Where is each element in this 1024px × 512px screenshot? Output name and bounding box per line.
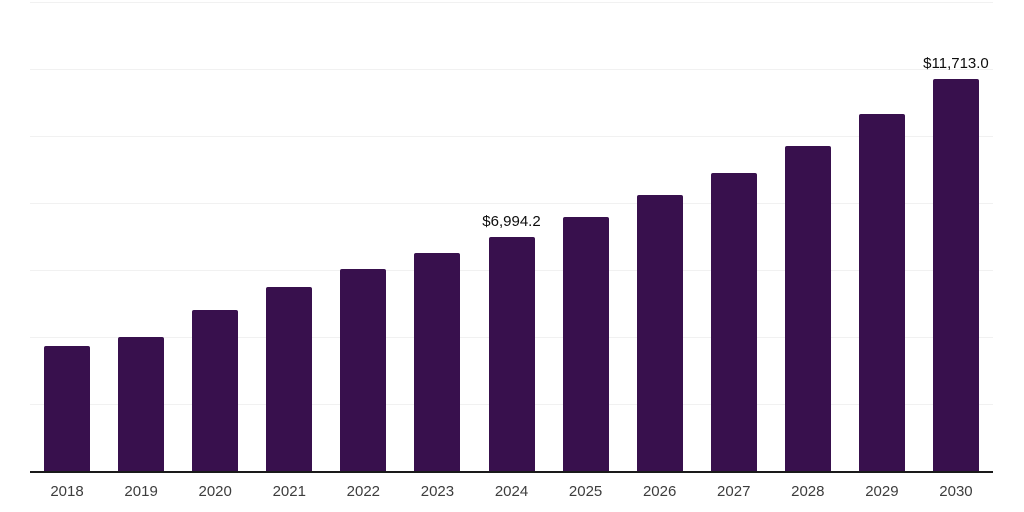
bar-value-label-2030: $11,713.0	[923, 54, 989, 72]
bar-2020	[192, 310, 239, 471]
gridline	[30, 69, 993, 70]
bar-2025	[562, 217, 609, 471]
bar-slot	[326, 2, 400, 471]
bar-slot	[104, 2, 178, 471]
x-tick-label-2020: 2020	[198, 483, 232, 500]
x-tick-label-2023: 2023	[420, 483, 455, 500]
x-tick-label-2029: 2029	[865, 483, 899, 500]
bar-slot	[623, 2, 697, 471]
bar-slot: $6,994.2	[474, 2, 548, 471]
bar-2029	[858, 114, 905, 471]
x-tick-label-2022: 2022	[346, 483, 381, 500]
bars-container: $6,994.2 $11,713.0	[30, 2, 993, 471]
x-tick-label-2018: 2018	[50, 483, 84, 500]
bar-2026	[636, 195, 683, 471]
bar-slot	[30, 2, 104, 471]
x-tick-label-2030: 2030	[939, 483, 973, 500]
bar-slot	[845, 2, 919, 471]
bar-2022	[340, 269, 387, 471]
x-tick-label-2028: 2028	[791, 483, 825, 500]
bar-2019	[118, 337, 165, 471]
x-tick-label-2027: 2027	[717, 483, 751, 500]
bar-slot	[771, 2, 845, 471]
bar-2028	[784, 145, 831, 471]
plot-area: $6,994.2 $11,713.0	[30, 2, 993, 473]
gridline	[30, 136, 993, 137]
x-axis-labels: 2018 2019 2020 2021 2022 2023 2024 2025 2026 2027…	[30, 483, 993, 501]
gridline	[30, 203, 993, 205]
x-tick-label-2024: 2024	[494, 483, 529, 500]
bar-2027	[710, 172, 757, 471]
bar-2024	[488, 236, 535, 471]
x-tick-label-2026: 2026	[642, 483, 677, 500]
bar-slot	[400, 2, 474, 471]
bar-value-label-2024: $6,994.2	[482, 212, 541, 230]
bar-slot	[697, 2, 771, 471]
bar-slot	[178, 2, 252, 471]
bar-2023	[414, 252, 461, 471]
bar-2018	[44, 346, 91, 471]
x-tick-label-2025: 2025	[568, 483, 603, 500]
bar-slot	[549, 2, 623, 471]
gridline	[30, 2, 993, 3]
bar-2021	[266, 286, 313, 471]
x-tick-label-2021: 2021	[272, 483, 306, 500]
bar-slot	[252, 2, 326, 471]
bar-2030	[932, 78, 979, 471]
x-tick-label-2019: 2019	[124, 483, 158, 500]
x-axis-line	[30, 471, 993, 473]
bar-slot: $11,713.0	[919, 2, 993, 471]
